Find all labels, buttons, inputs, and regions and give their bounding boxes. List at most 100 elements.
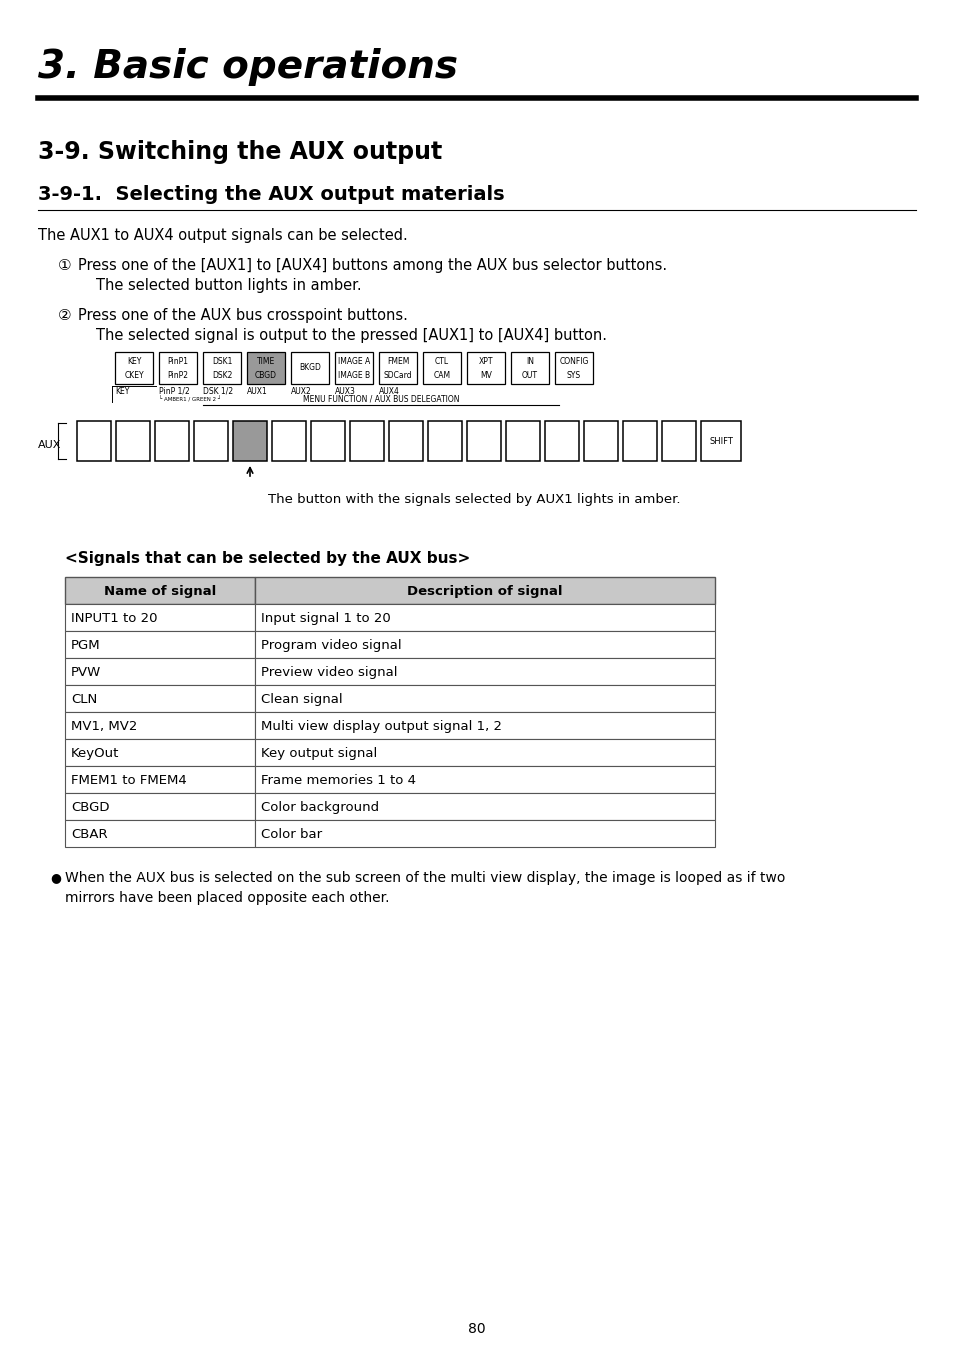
Text: BKGD: BKGD (298, 364, 320, 372)
Text: Press one of the [AUX1] to [AUX4] buttons among the AUX bus selector buttons.: Press one of the [AUX1] to [AUX4] button… (78, 257, 666, 274)
Text: <Signals that can be selected by the AUX bus>: <Signals that can be selected by the AUX… (65, 551, 470, 566)
Bar (291, 352, 329, 384)
Text: CONFIG: CONFIG (558, 357, 588, 367)
Bar (350, 421, 384, 461)
Text: ●: ● (50, 871, 61, 884)
Text: XPT: XPT (478, 357, 493, 367)
Text: ②: ② (58, 307, 71, 324)
Text: Name of signal: Name of signal (104, 585, 216, 599)
Text: The selected button lights in amber.: The selected button lights in amber. (96, 278, 361, 293)
Text: KEY: KEY (127, 357, 141, 367)
Bar (254, 739, 714, 766)
Text: INPUT1 to 20: INPUT1 to 20 (71, 612, 157, 625)
Text: CBGD: CBGD (254, 371, 276, 380)
Bar (389, 421, 422, 461)
Text: DSK 1/2: DSK 1/2 (203, 387, 233, 396)
Text: Input signal 1 to 20: Input signal 1 to 20 (261, 612, 391, 625)
Bar (511, 352, 548, 384)
Bar (247, 352, 285, 384)
Bar (254, 793, 714, 820)
Text: Description of signal: Description of signal (407, 585, 562, 599)
Bar (159, 352, 196, 384)
Text: IMAGE A: IMAGE A (337, 357, 370, 367)
Text: When the AUX bus is selected on the sub screen of the multi view display, the im: When the AUX bus is selected on the sub … (65, 871, 784, 886)
Text: Clean signal: Clean signal (261, 693, 342, 706)
Text: Color background: Color background (261, 801, 378, 814)
Text: SDCard: SDCard (383, 371, 412, 380)
Bar (77, 421, 111, 461)
Bar (544, 421, 578, 461)
Text: PinP2: PinP2 (168, 371, 189, 380)
Text: Frame memories 1 to 4: Frame memories 1 to 4 (261, 774, 416, 787)
Bar (154, 421, 189, 461)
Text: ①: ① (58, 257, 71, 274)
Bar (428, 421, 461, 461)
Text: The selected signal is output to the pressed [AUX1] to [AUX4] button.: The selected signal is output to the pre… (96, 328, 606, 342)
Bar (467, 421, 500, 461)
Bar (65, 820, 254, 847)
Text: DSK2: DSK2 (212, 371, 232, 380)
Bar (193, 421, 228, 461)
Text: CBAR: CBAR (71, 828, 108, 841)
Text: CKEY: CKEY (124, 371, 144, 380)
Bar (467, 352, 504, 384)
Text: CLN: CLN (71, 693, 97, 706)
Bar (65, 685, 254, 712)
Text: 3-9. Switching the AUX output: 3-9. Switching the AUX output (38, 140, 442, 164)
Bar (422, 352, 460, 384)
Bar (272, 421, 306, 461)
Bar (203, 352, 241, 384)
Text: Preview video signal: Preview video signal (261, 666, 397, 679)
Bar (254, 631, 714, 658)
Bar (65, 766, 254, 793)
Bar (583, 421, 618, 461)
Text: Multi view display output signal 1, 2: Multi view display output signal 1, 2 (261, 720, 501, 733)
Bar (116, 421, 150, 461)
Text: PVW: PVW (71, 666, 101, 679)
Text: 80: 80 (468, 1322, 485, 1336)
Bar (254, 658, 714, 685)
Bar (254, 712, 714, 739)
Text: MENU FUNCTION / AUX BUS DELEGATION: MENU FUNCTION / AUX BUS DELEGATION (302, 395, 458, 404)
Text: 3-9-1.  Selecting the AUX output materials: 3-9-1. Selecting the AUX output material… (38, 185, 504, 204)
Text: 3. Basic operations: 3. Basic operations (38, 49, 457, 86)
Bar (65, 712, 254, 739)
Text: Color bar: Color bar (261, 828, 322, 841)
Text: IMAGE B: IMAGE B (337, 371, 370, 380)
Text: PinP1: PinP1 (168, 357, 189, 367)
Text: CAM: CAM (433, 371, 450, 380)
Bar (378, 352, 416, 384)
Bar (65, 577, 254, 604)
Text: Program video signal: Program video signal (261, 639, 401, 652)
Bar (254, 604, 714, 631)
Bar (505, 421, 539, 461)
Text: SYS: SYS (566, 371, 580, 380)
Bar (115, 352, 152, 384)
Text: Key output signal: Key output signal (261, 747, 376, 760)
Text: PGM: PGM (71, 639, 100, 652)
Text: mirrors have been placed opposite each other.: mirrors have been placed opposite each o… (65, 891, 389, 905)
Bar (65, 631, 254, 658)
Text: AUX2: AUX2 (291, 387, 312, 396)
Bar (335, 352, 373, 384)
Text: AUX3: AUX3 (335, 387, 355, 396)
Text: KEY: KEY (115, 387, 130, 396)
Text: IN: IN (525, 357, 534, 367)
Text: MV: MV (479, 371, 492, 380)
Text: SHIFT: SHIFT (708, 437, 732, 445)
Text: CTL: CTL (435, 357, 449, 367)
Bar (65, 604, 254, 631)
Text: FMEM: FMEM (386, 357, 409, 367)
Bar (254, 820, 714, 847)
Bar (555, 352, 593, 384)
Text: PinP 1/2: PinP 1/2 (159, 387, 190, 396)
Text: MV1, MV2: MV1, MV2 (71, 720, 137, 733)
Text: OUT: OUT (521, 371, 537, 380)
Bar (700, 421, 740, 461)
Bar (233, 421, 267, 461)
Bar (254, 685, 714, 712)
Bar (254, 577, 714, 604)
Text: AUX1: AUX1 (247, 387, 268, 396)
Text: The button with the signals selected by AUX1 lights in amber.: The button with the signals selected by … (268, 493, 679, 506)
Text: TIME: TIME (256, 357, 274, 367)
